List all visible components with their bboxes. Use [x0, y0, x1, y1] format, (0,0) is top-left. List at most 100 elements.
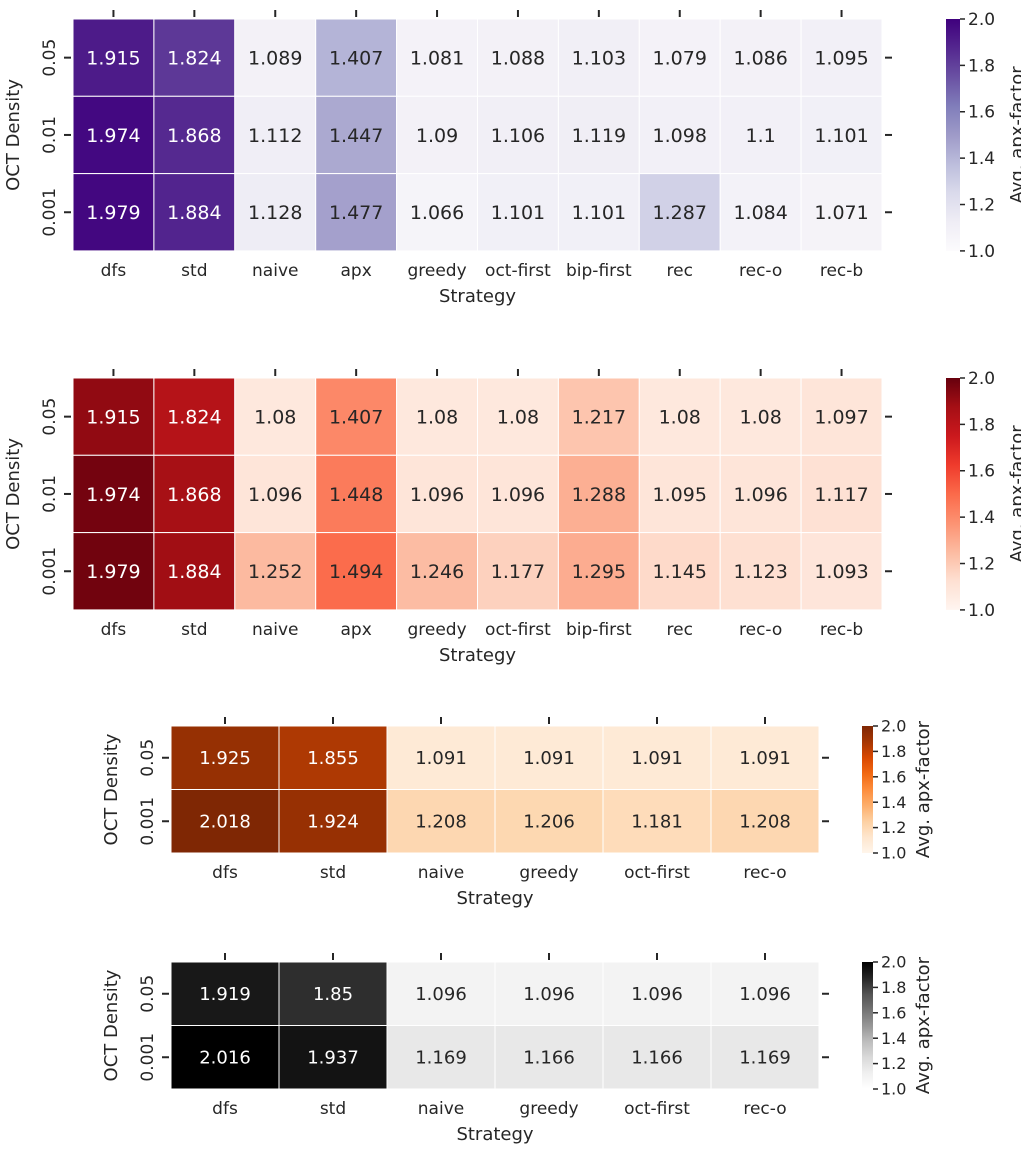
colorbar-label: Avg. apx-factor — [913, 956, 934, 1094]
y-axis-label: OCT Density — [3, 79, 24, 191]
colorbar — [946, 19, 960, 251]
cell-value-label: 1.091 — [415, 748, 467, 769]
y-tick-label: 0.05 — [138, 975, 158, 1013]
colorbar-tick-label: 2.0 — [968, 369, 995, 389]
cell-value-label: 1.868 — [167, 484, 221, 506]
cell-value-label: 1.088 — [491, 47, 545, 69]
x-tick-label: rec-b — [820, 261, 863, 281]
heatmap-panel-3: 1.925 1.855 1.091 1.091 1.091 1.091 2.018 1.924… — [101, 717, 934, 909]
x-tick-label: bip-first — [566, 620, 632, 640]
cell-value-label: 1.884 — [167, 561, 221, 583]
cell-value-label: 1.477 — [329, 202, 383, 224]
cell-value-label: 1.08 — [659, 406, 701, 428]
cell-value-label: 1.101 — [814, 125, 868, 147]
cell-value-label: 1.079 — [653, 47, 707, 69]
x-tick-label: apx — [341, 620, 372, 640]
colorbar-tick-label: 1.4 — [968, 508, 995, 528]
cell-value-label: 1.252 — [248, 561, 302, 583]
cell-value-label: 1.855 — [307, 748, 359, 769]
cell-value-label: 1.919 — [199, 984, 251, 1005]
x-tick-label: dfs — [212, 863, 238, 883]
x-tick-label: naive — [418, 1099, 464, 1119]
cell-value-label: 1.091 — [631, 748, 683, 769]
cell-value-label: 1.288 — [572, 484, 626, 506]
y-tick-label: 0.001 — [138, 1033, 158, 1082]
cell-value-label: 1.106 — [491, 125, 545, 147]
colorbar-label: Avg. apx-factor — [1007, 66, 1021, 204]
cell-value-label: 1.091 — [523, 748, 575, 769]
x-tick-label: naive — [252, 620, 298, 640]
cell-value-label: 1.884 — [167, 202, 221, 224]
colorbar-tick-label: 1.0 — [881, 844, 906, 863]
cell-value-label: 1.089 — [248, 47, 302, 69]
cell-value-label: 1.119 — [572, 125, 626, 147]
y-axis-label: OCT Density — [3, 438, 24, 550]
heatmap-panel-2: 1.915 1.824 1.08 1.407 1.08 1.08 1.217 1.08 1.08… — [3, 369, 1021, 666]
cell-value-label: 1.096 — [739, 984, 791, 1005]
cell-value-label: 1.128 — [248, 202, 302, 224]
x-tick-label: rec-o — [743, 863, 786, 883]
cell-value-label: 1.166 — [631, 1048, 683, 1069]
cell-value-label: 1.177 — [491, 561, 545, 583]
cell-value-label: 1.071 — [814, 202, 868, 224]
cell-value-label: 1.096 — [415, 984, 467, 1005]
cell-value-label: 1.208 — [739, 812, 791, 833]
colorbar-tick-label: 1.4 — [881, 1029, 906, 1048]
cell-value-label: 1.096 — [733, 484, 787, 506]
cell-value-label: 1.447 — [329, 125, 383, 147]
cell-value-label: 1.117 — [814, 484, 868, 506]
colorbar-tick-label: 1.2 — [968, 195, 995, 215]
cell-value-label: 1.101 — [572, 202, 626, 224]
y-axis-label: OCT Density — [101, 969, 122, 1081]
x-tick-label: dfs — [101, 620, 127, 640]
colorbar — [862, 962, 873, 1089]
cell-value-label: 1.084 — [733, 202, 787, 224]
colorbar-tick-label: 1.4 — [881, 793, 906, 812]
x-axis-label: Strategy — [439, 286, 516, 307]
colorbar-tick-label: 1.6 — [968, 462, 995, 482]
x-tick-label: rec — [667, 620, 693, 640]
cell-value-label: 1.169 — [415, 1048, 467, 1069]
cell-value-label: 1.208 — [415, 812, 467, 833]
cell-value-label: 1.824 — [167, 47, 221, 69]
cell-value-label: 1.937 — [307, 1048, 359, 1069]
colorbar-tick-label: 2.0 — [881, 717, 906, 736]
cell-value-label: 1.08 — [739, 406, 781, 428]
x-tick-label: apx — [341, 261, 372, 281]
cell-value-label: 1.915 — [86, 47, 140, 69]
cell-value-label: 1.08 — [254, 406, 296, 428]
colorbar — [862, 726, 873, 853]
cell-value-label: 1.096 — [491, 484, 545, 506]
cell-value-label: 1.287 — [653, 202, 707, 224]
cell-value-label: 1.098 — [653, 125, 707, 147]
colorbar-tick-label: 1.0 — [968, 601, 995, 621]
colorbar — [946, 378, 960, 610]
y-tick-label: 0.05 — [40, 398, 60, 436]
cell-value-label: 1.295 — [572, 561, 626, 583]
x-tick-label: greedy — [519, 863, 578, 883]
cell-value-label: 1.924 — [307, 812, 359, 833]
cell-value-label: 1.915 — [86, 406, 140, 428]
x-axis-label: Strategy — [456, 888, 533, 909]
x-tick-label: oct-first — [485, 620, 551, 640]
colorbar-tick-label: 1.8 — [968, 56, 995, 76]
x-tick-label: greedy — [407, 620, 466, 640]
cell-value-label: 2.018 — [199, 812, 251, 833]
x-tick-label: std — [181, 620, 207, 640]
cell-value-label: 1.096 — [248, 484, 302, 506]
colorbar-tick-label: 1.2 — [881, 1054, 906, 1073]
cell-value-label: 1.123 — [733, 561, 787, 583]
x-tick-label: rec-o — [739, 261, 782, 281]
y-tick-label: 0.05 — [40, 39, 60, 77]
cell-value-label: 1.103 — [572, 47, 626, 69]
colorbar-tick-label: 1.8 — [881, 742, 906, 761]
cell-value-label: 2.016 — [199, 1048, 251, 1069]
cell-value-label: 1.081 — [410, 47, 464, 69]
cell-value-label: 1.974 — [86, 484, 140, 506]
y-tick-label: 0.001 — [138, 797, 158, 846]
cell-value-label: 1.169 — [739, 1048, 791, 1069]
colorbar-label: Avg. apx-factor — [1007, 425, 1021, 563]
cell-value-label: 1.407 — [329, 47, 383, 69]
y-axis-label: OCT Density — [101, 733, 122, 845]
